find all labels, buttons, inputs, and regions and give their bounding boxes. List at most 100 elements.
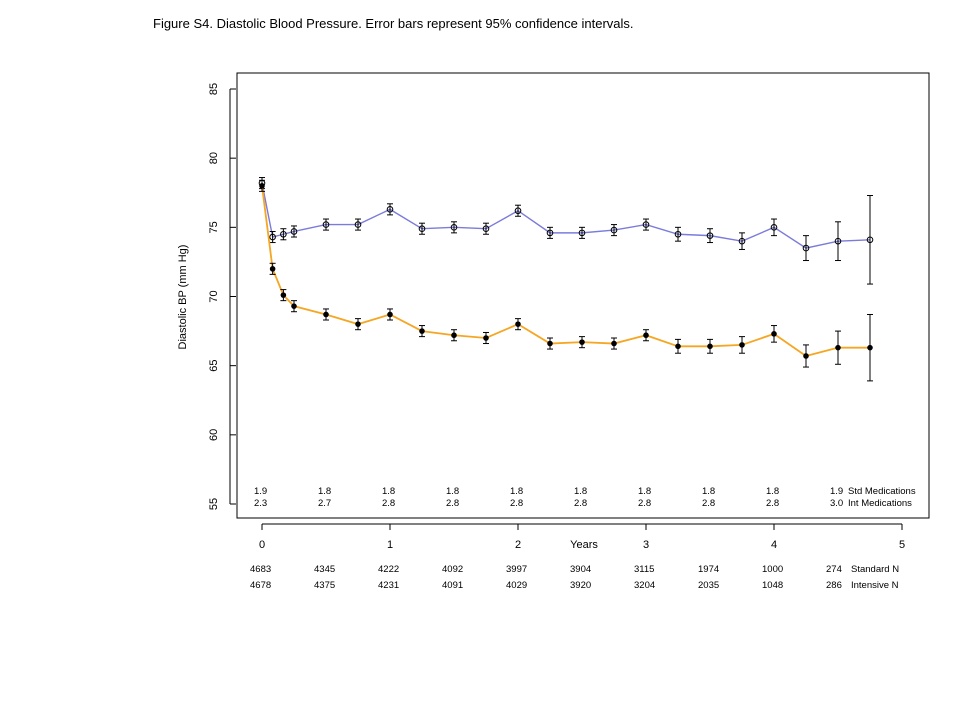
data-point-intensive: [867, 344, 873, 351]
data-point-standard: [578, 229, 586, 237]
data-point-standard: [770, 224, 778, 231]
int-medications-value: 2.3: [254, 498, 267, 509]
standard-n-value: 4222: [378, 564, 399, 575]
standard-n-value: 4092: [442, 564, 463, 575]
data-point-intensive: [611, 340, 617, 347]
data-point-standard: [418, 225, 426, 233]
intensive-n-value: 3920: [570, 580, 591, 591]
std-medications-value: 1.8: [638, 486, 651, 497]
data-point-standard: [450, 224, 458, 231]
data-point-standard: [834, 237, 842, 245]
data-point-intensive: [451, 332, 457, 339]
y-tick-label-55: 55: [208, 498, 220, 510]
std-medications-value: 1.8: [382, 486, 395, 497]
y-tick-label-65: 65: [208, 360, 220, 372]
intensive-n-value: 4375: [314, 580, 335, 591]
annotations-layer: 1.92.31.82.71.82.81.82.81.82.81.82.81.82…: [250, 486, 916, 591]
int-medications-value: 2.8: [766, 498, 779, 509]
x-tick-label-4: 4: [771, 539, 777, 551]
x-tick-label-5: 5: [899, 539, 905, 551]
data-point-standard: [514, 207, 522, 215]
data-point-intensive: [515, 321, 521, 327]
data-point-intensive: [419, 328, 425, 334]
standard-n-value: 4683: [250, 564, 271, 575]
data-point-standard: [290, 228, 298, 235]
data-point-standard: [706, 232, 714, 239]
data-point-intensive: [355, 321, 361, 327]
std-medications-value: 1.9: [254, 486, 267, 497]
int-medications-value: 2.7: [318, 498, 331, 509]
standard-n-label: Standard N: [851, 564, 899, 575]
int-medications-value: 2.8: [382, 498, 395, 509]
axes: 55 60 65 70 75 80 85 0 1 2 3 4 5: [208, 72, 930, 551]
data-point-intensive: [259, 183, 265, 189]
x-tick-label-3: 3: [643, 539, 649, 551]
data-point-standard: [642, 221, 650, 228]
data-point-intensive: [675, 343, 681, 350]
int-medications-value: 2.8: [702, 498, 715, 509]
standard-n-value: 274: [826, 564, 842, 575]
data-point-standard: [610, 226, 618, 234]
std-medications-value: 1.8: [510, 486, 523, 497]
intensive-n-value: 1048: [762, 580, 783, 591]
data-point-standard: [546, 229, 554, 237]
x-tick-label-0: 0: [259, 539, 265, 551]
int-medications-value: 2.8: [574, 498, 587, 509]
intensive-n-value: 4231: [378, 580, 399, 591]
y-tick-label-85: 85: [208, 83, 220, 95]
data-point-intensive: [771, 331, 777, 337]
series-line-intensive: [261, 185, 870, 357]
data-point-standard: [866, 236, 874, 244]
data-point-standard: [802, 244, 810, 252]
intensive-n-value: 4029: [506, 580, 527, 591]
int-medications-value: 2.8: [638, 498, 651, 509]
int-medications-label: Int Medications: [848, 498, 912, 509]
standard-n-value: 1000: [762, 564, 783, 575]
data-point-intensive: [483, 335, 489, 341]
data-point-intensive: [707, 343, 713, 350]
data-point-intensive: [739, 342, 745, 348]
data-point-intensive: [547, 340, 553, 347]
y-tick-label-60: 60: [208, 429, 220, 441]
data-point-standard: [322, 221, 330, 228]
data-point-standard: [354, 221, 362, 228]
data-point-intensive: [280, 292, 287, 298]
data-point-intensive: [269, 266, 276, 272]
standard-n-value: 4345: [314, 564, 335, 575]
std-medications-value: 1.8: [446, 486, 459, 497]
intensive-n-value: 286: [826, 580, 842, 591]
intensive-n-value: 3204: [634, 580, 655, 591]
data-point-standard: [482, 225, 490, 233]
plot-frame: [236, 72, 930, 519]
series-line-standard: [261, 182, 871, 249]
int-medications-value: 2.8: [446, 498, 459, 509]
intensive-n-value: 4678: [250, 580, 271, 591]
series-layer: [258, 177, 874, 382]
std-medications-value: 1.8: [702, 486, 715, 497]
y-tick-label-70: 70: [208, 290, 220, 302]
standard-n-value: 3904: [570, 564, 591, 575]
standard-n-value: 3115: [634, 564, 654, 575]
y-axis-label: Diastolic BP (mm Hg): [177, 245, 189, 350]
data-point-standard: [386, 206, 394, 213]
std-medications-value: 1.8: [574, 486, 587, 497]
data-point-intensive: [579, 339, 585, 345]
int-medications-value: 3.0: [830, 498, 843, 509]
data-point-intensive: [835, 344, 841, 351]
data-point-standard: [738, 237, 746, 245]
y-tick-label-75: 75: [208, 221, 220, 233]
standard-n-value: 3997: [506, 564, 527, 575]
data-point-intensive: [323, 311, 329, 318]
x-axis-label: Years: [570, 539, 598, 551]
intensive-n-value: 2035: [698, 580, 719, 591]
y-tick-label-80: 80: [208, 152, 220, 164]
data-point-intensive: [643, 332, 649, 339]
data-point-standard: [280, 230, 287, 238]
x-tick-label-1: 1: [387, 539, 393, 551]
std-medications-value: 1.8: [766, 486, 779, 497]
int-medications-value: 2.8: [510, 498, 523, 509]
data-point-standard: [269, 233, 276, 241]
standard-n-value: 1974: [698, 564, 719, 575]
intensive-n-label: Intensive N: [851, 580, 899, 591]
